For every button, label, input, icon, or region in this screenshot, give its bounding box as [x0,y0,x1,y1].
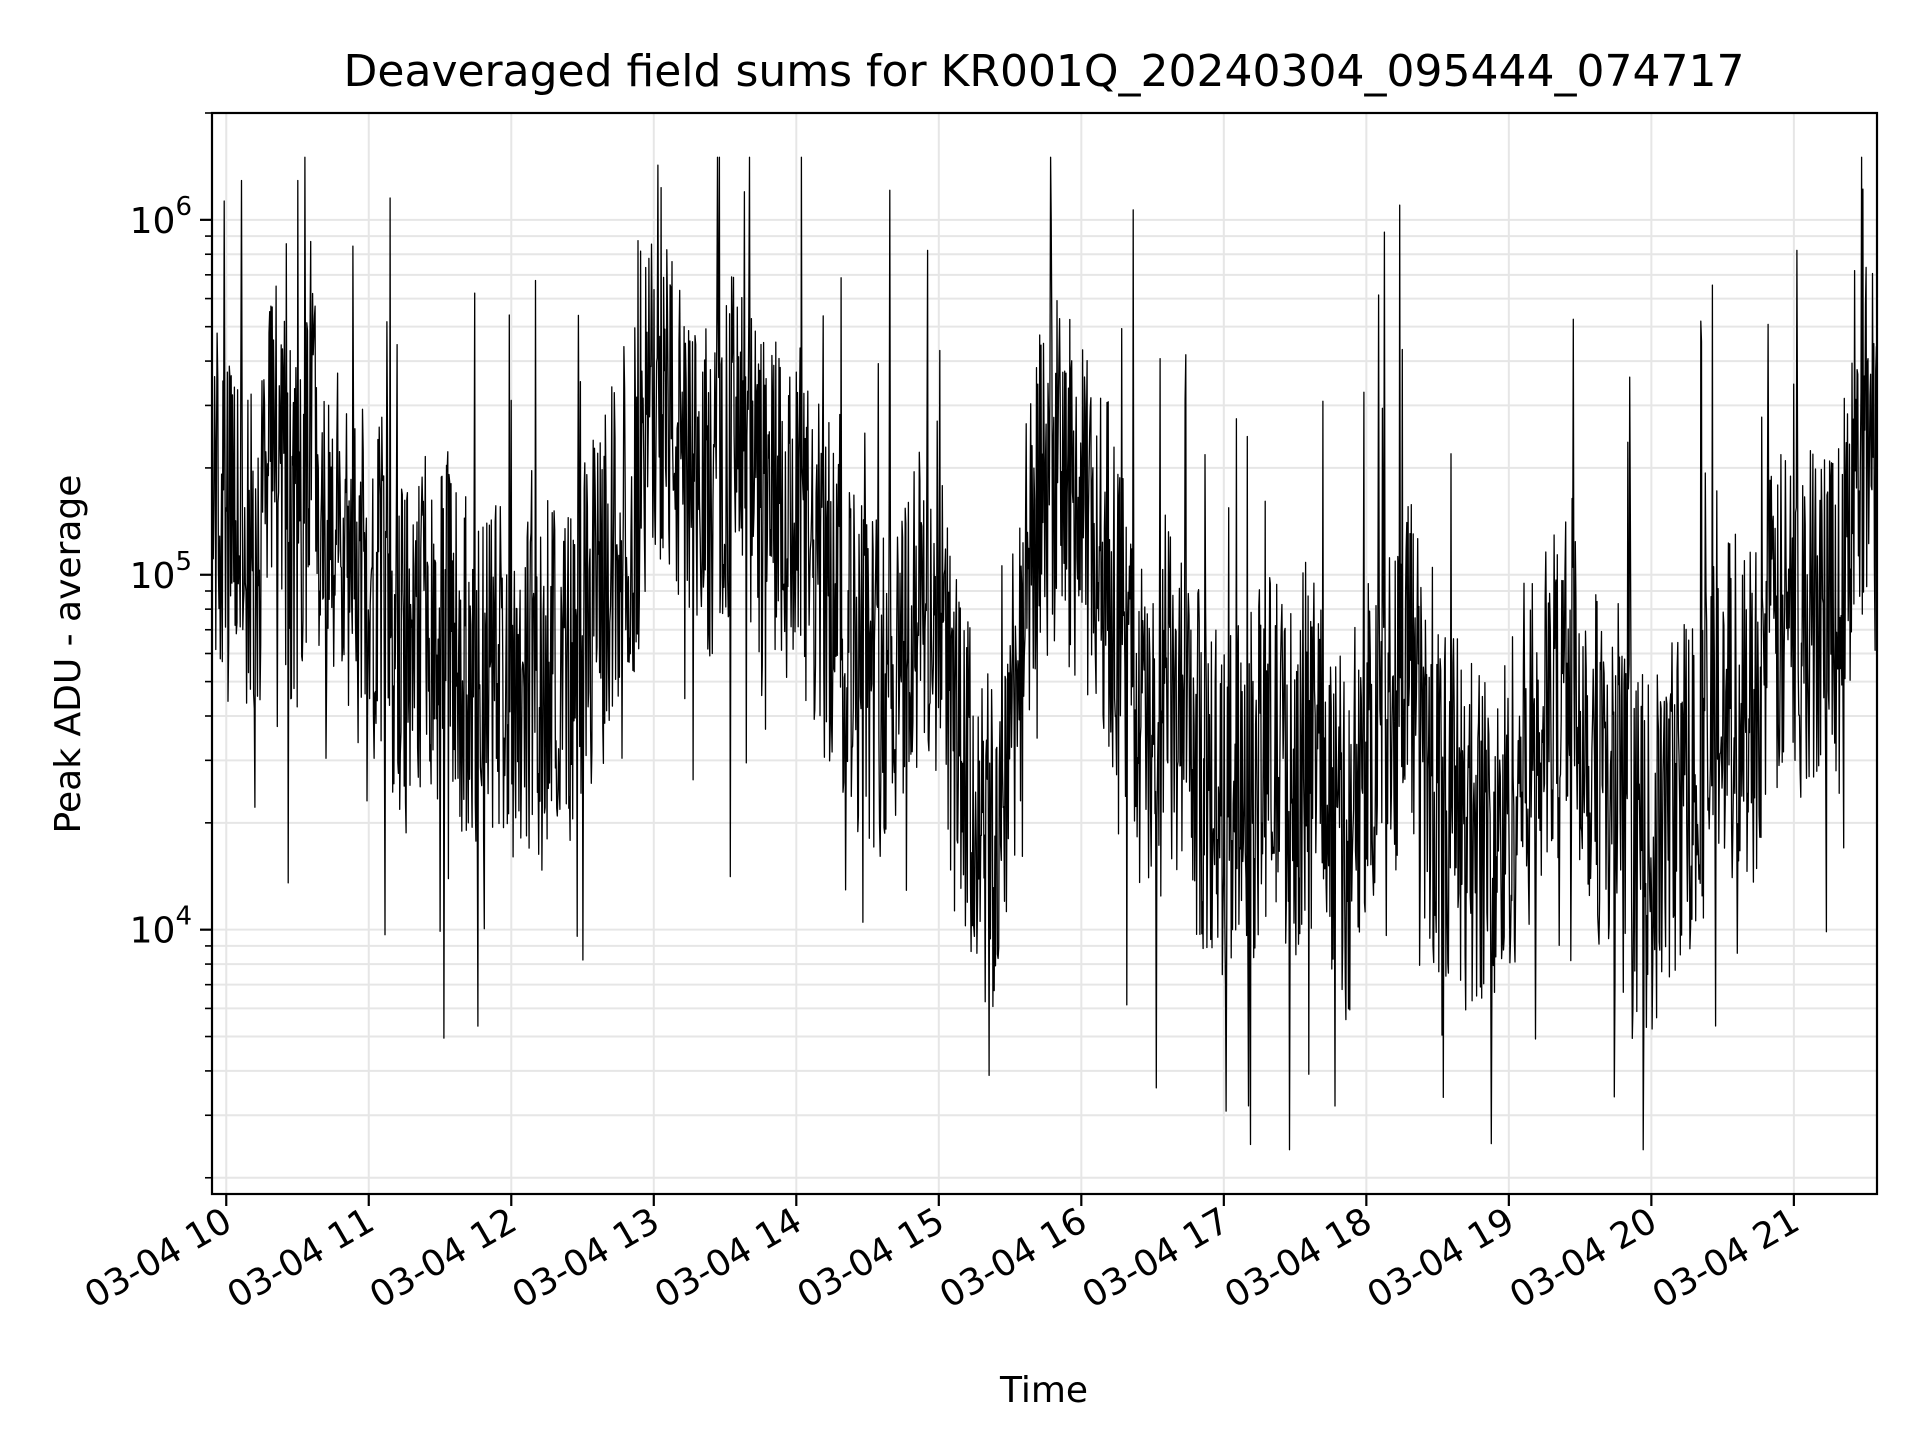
x-tick-label: 03-04 13 [506,1200,667,1316]
x-tick-label: 03-04 15 [791,1200,952,1316]
y-axis-label: Peak ADU - average [48,475,89,834]
y-tick-label: 104 [130,902,192,952]
series-line [211,156,1878,1151]
x-tick-label: 03-04 11 [221,1200,382,1316]
x-tick-label: 03-04 12 [363,1200,524,1316]
x-axis-label: Time [999,1370,1088,1411]
x-tick-label: 03-04 17 [1076,1200,1237,1316]
x-tick-label: 03-04 18 [1218,1200,1379,1316]
y-tick-label: 105 [130,547,192,597]
x-tick-label: 03-04 21 [1646,1200,1807,1316]
x-tick-label: 03-04 20 [1503,1200,1664,1316]
x-tick-label: 03-04 14 [648,1200,809,1316]
x-tick-label: 03-04 16 [933,1200,1094,1316]
y-tick-label: 106 [130,192,192,242]
x-tick-label: 03-04 10 [78,1200,239,1316]
chart-title: Deaveraged field sums for KR001Q_2024030… [344,46,1745,97]
series-layer [211,156,1878,1151]
x-tick-label: 03-04 19 [1361,1200,1522,1316]
